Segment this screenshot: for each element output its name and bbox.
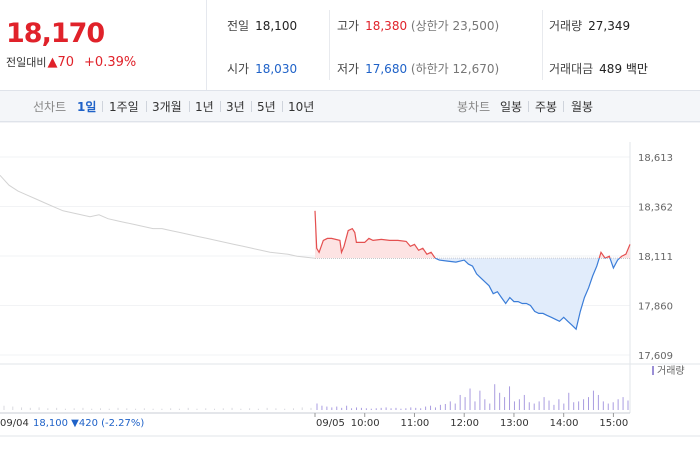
period-divider	[146, 101, 147, 112]
candle-weekly-button[interactable]: 주봉	[535, 100, 558, 114]
period-3month-button[interactable]: 3개월	[152, 100, 182, 114]
period-divider	[189, 101, 190, 112]
up-arrow-icon: ▲	[47, 55, 58, 70]
price-header: 18,170 전일대비▲70 +0.39% 전일 18,100 시가 18,030 고…	[0, 0, 700, 91]
x-axis-labels: 09/04 18,100 ▼420 (-2.27%) 09/05 10:00 11:00…	[0, 413, 628, 429]
period-10year-button[interactable]: 10년	[288, 100, 315, 114]
stat-label: 저가	[337, 62, 360, 76]
y-tick-label: 18,362	[638, 203, 673, 214]
stat-value: 18,030	[255, 62, 298, 76]
lower-limit: (하한가 12,670)	[410, 62, 500, 76]
candle-daily-button[interactable]: 일봉	[500, 100, 523, 114]
stat-label: 거래량	[549, 19, 583, 33]
stat-value: 18,100	[255, 19, 298, 33]
stat-prev-close: 전일 18,100	[227, 17, 297, 34]
period-divider	[563, 101, 564, 112]
upper-limit: (상한가 23,500)	[410, 19, 500, 33]
period-1year-button[interactable]: 1년	[195, 100, 214, 114]
period-divider	[102, 101, 103, 112]
stat-label: 전일	[227, 19, 250, 33]
x-tick-label: 12:00	[450, 418, 479, 429]
volume-legend-marker	[652, 366, 654, 375]
y-tick-label: 18,111	[638, 252, 673, 263]
period-divider	[528, 101, 529, 112]
current-price-panel: 18,170 전일대비▲70 +0.39%	[0, 0, 207, 90]
period-divider	[282, 101, 283, 112]
stat-high: 고가 18,380 (상한가 23,500)	[337, 17, 499, 34]
period-1day-button[interactable]: 1일	[77, 100, 97, 114]
period-5year-button[interactable]: 5년	[257, 100, 276, 114]
chart-period-bar: 선차트 1일 1주일 3개월 1년 3년 5년 10년 봉차트 일봉 주봉 월봉	[0, 91, 700, 122]
period-3year-button[interactable]: 3년	[226, 100, 245, 114]
line-chart-title: 선차트	[33, 100, 67, 114]
y-tick-label: 17,609	[638, 351, 673, 362]
area-above-prev-close	[315, 210, 630, 259]
stat-value: 18,380	[365, 19, 408, 33]
x-tick-label: 15:00	[599, 418, 628, 429]
y-axis-labels: 18,613 18,362 18,111 17,860 17,609 거래량	[638, 153, 685, 377]
today-line-up-segment	[314, 210, 631, 259]
stats-divider	[329, 10, 330, 80]
prev-day-line	[0, 174, 316, 259]
y-tick-label: 18,613	[638, 153, 673, 164]
stat-value: 17,680	[365, 62, 408, 76]
x-tick-label: 11:00	[400, 418, 429, 429]
intraday-price-chart: 18,613 18,362 18,111 17,860 17,609 거래량 09/04 1…	[0, 122, 700, 437]
price-change: 전일대비▲70 +0.39%	[6, 54, 136, 70]
today-line-down-segment	[434, 258, 621, 331]
stat-trade-amount: 거래대금 489 백만	[549, 60, 648, 77]
y-tick-label: 17,860	[638, 302, 673, 313]
stat-label: 시가	[227, 62, 250, 76]
volume-legend-label: 거래량	[657, 365, 685, 377]
prev-day-price-line	[0, 174, 316, 259]
volume-bars	[3, 384, 629, 410]
x-tick-label: 10:00	[351, 418, 380, 429]
candle-monthly-button[interactable]: 월봉	[571, 100, 594, 114]
period-1week-button[interactable]: 1주일	[109, 100, 139, 114]
today-date-label: 09/05	[316, 418, 345, 429]
stat-label: 고가	[337, 19, 360, 33]
stat-open: 시가 18,030	[227, 60, 297, 77]
change-percent: +0.39%	[84, 55, 137, 70]
stats-divider	[542, 10, 543, 80]
price-stats: 전일 18,100 시가 18,030 고가 18,380 (상한가 23,500) …	[207, 0, 700, 90]
price-fill-areas	[315, 210, 630, 330]
candle-chart-title: 봉차트	[457, 100, 491, 114]
current-price: 18,170	[6, 18, 105, 49]
stat-low: 저가 17,680 (하한가 12,670)	[337, 60, 499, 77]
area-below-prev-close	[435, 258, 620, 330]
stat-value: 489 백만	[599, 62, 648, 76]
period-divider	[220, 101, 221, 112]
change-label: 전일대비	[6, 56, 47, 69]
stat-label: 거래대금	[549, 62, 594, 76]
period-divider	[251, 101, 252, 112]
stat-volume: 거래량 27,349	[549, 17, 630, 34]
prev-day-date-label: 09/04	[0, 418, 29, 429]
chart-grid	[0, 122, 700, 437]
stat-value: 27,349	[588, 19, 631, 33]
today-price-line	[314, 210, 631, 331]
x-tick-label: 13:00	[500, 418, 529, 429]
x-tick-label: 14:00	[550, 418, 579, 429]
prev-day-summary: 18,100 ▼420 (-2.27%)	[33, 418, 144, 429]
change-value: 70	[57, 55, 75, 70]
